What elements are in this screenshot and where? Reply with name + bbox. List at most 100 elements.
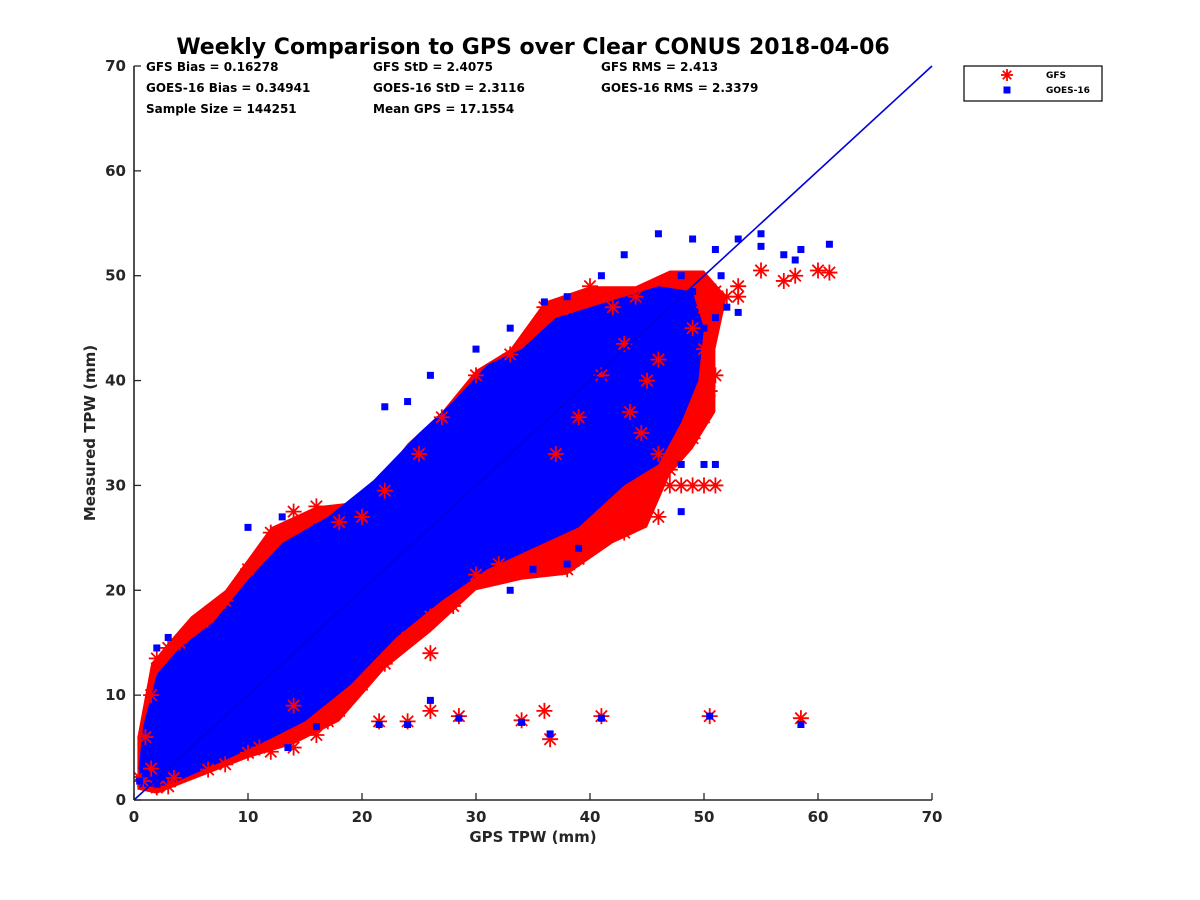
gfs-point-15 xyxy=(354,676,370,693)
goes16-point-90 xyxy=(706,712,714,720)
goes16-point-34 xyxy=(518,419,526,427)
gfs-point-31 xyxy=(639,493,655,510)
gfs-point-57 xyxy=(582,278,598,295)
gfs-point-40 xyxy=(696,409,712,426)
goes16-point-13 xyxy=(278,649,286,657)
gfs-point-75 xyxy=(148,650,165,667)
gfs-point-55 xyxy=(627,288,644,305)
gfs-point-25 xyxy=(570,550,587,567)
gfs-point-68 xyxy=(285,503,302,520)
goes16-point-28 xyxy=(449,487,457,495)
gfs-point-36 xyxy=(696,477,712,494)
gfs-point-59 xyxy=(536,299,553,316)
goes16-point-77 xyxy=(677,508,685,516)
gfs-point-39 xyxy=(684,430,701,447)
goes16-point-74 xyxy=(677,460,685,468)
goes16-point-69 xyxy=(717,272,725,280)
goes16-point-64 xyxy=(757,242,765,250)
gfs-point-91 xyxy=(633,425,650,441)
goes16-point-3 xyxy=(164,759,172,767)
gfs-point-50 xyxy=(753,262,769,279)
gfs-point-98 xyxy=(570,409,587,426)
gfs-point-65 xyxy=(354,508,370,525)
legend: GFS GOES-16 xyxy=(963,65,1103,102)
gfs-point-60 xyxy=(502,346,519,363)
goes16-point-68 xyxy=(825,240,833,248)
x-tick-label: 60 xyxy=(808,808,829,826)
legend-label-goes16: GOES-16 xyxy=(1046,86,1090,96)
gfs-point-79 xyxy=(285,697,302,714)
y-tick-label: 10 xyxy=(105,686,126,704)
goes16-point-75 xyxy=(700,460,708,468)
goes16-point-24 xyxy=(404,523,412,531)
goes16-point-98 xyxy=(284,744,292,752)
goes16-point-38 xyxy=(563,377,571,385)
gfs-point-90 xyxy=(621,404,638,421)
goes16-point-14 xyxy=(290,639,298,647)
gfs-point-13 xyxy=(319,713,336,730)
x-tick-label: 20 xyxy=(352,808,373,826)
goes16-point-48 xyxy=(677,272,685,280)
gfs-point-66 xyxy=(331,514,348,531)
goes16-point-7 xyxy=(210,717,218,725)
goes16-point-82 xyxy=(358,649,366,657)
gfs-point-94 xyxy=(639,372,655,389)
goes16-point-30 xyxy=(472,460,480,468)
goes16-point-85 xyxy=(426,696,434,704)
goes16-point-71 xyxy=(711,314,719,322)
goes16-point-18 xyxy=(335,581,343,589)
data-markers xyxy=(134,230,838,796)
gfs-point-32 xyxy=(650,508,667,525)
stat-gfs-std: GFS StD = 2.4075 xyxy=(373,60,493,74)
goes16-point-4 xyxy=(176,765,184,773)
goes16-point-49 xyxy=(689,287,697,295)
goes16-point-2 xyxy=(153,780,161,788)
y-tick-label: 20 xyxy=(105,581,126,599)
goes16-point-83 xyxy=(375,721,383,729)
one-to-one-line xyxy=(133,65,933,801)
goes16-point-20 xyxy=(358,565,366,573)
goes16-point-88 xyxy=(546,730,554,738)
goes16-point-1 xyxy=(141,770,149,778)
goes16-point-51 xyxy=(404,398,412,406)
goes16-point-55 xyxy=(540,298,548,306)
gfs-point-42 xyxy=(707,367,724,384)
goes16-point-95 xyxy=(153,644,161,652)
gfs-point-78 xyxy=(422,645,439,662)
goes16-point-91 xyxy=(797,721,805,729)
stat-gfs-bias: GFS Bias = 0.16278 xyxy=(146,60,278,74)
gfs-point-62 xyxy=(433,409,450,426)
goes16-point-80 xyxy=(563,560,571,568)
goes16-point-84 xyxy=(404,721,412,729)
gfs-point-77 xyxy=(137,729,154,746)
goes16-point-10 xyxy=(244,670,252,678)
gfs-point-29 xyxy=(616,524,633,541)
gfs-point-41 xyxy=(701,383,718,400)
gfs-point-53 xyxy=(810,262,826,279)
gfs-point-61 xyxy=(468,367,484,384)
goes16-point-0 xyxy=(136,777,144,785)
y-tick-label: 0 xyxy=(116,791,126,809)
goes16-point-94 xyxy=(312,523,320,531)
goes16-point-73 xyxy=(734,308,742,316)
gfs-point-52 xyxy=(787,267,804,284)
gfs-point-14 xyxy=(331,702,348,719)
gfs-point-19 xyxy=(445,598,462,615)
y-tick-label: 60 xyxy=(105,162,126,180)
legend-asterisk xyxy=(1001,69,1013,81)
goes16-point-89 xyxy=(597,714,605,722)
gfs-point-49 xyxy=(730,288,747,305)
gfs-point-69 xyxy=(262,524,279,541)
goes16-point-15 xyxy=(301,613,309,620)
goes16-point-43 xyxy=(620,356,628,364)
goes16-point-11 xyxy=(255,686,263,694)
goes16-point-63 xyxy=(757,230,765,238)
gfs-point-28 xyxy=(604,521,621,538)
gfs-point-71 xyxy=(217,592,234,609)
gfs-point-74 xyxy=(160,639,177,656)
goes16-point-87 xyxy=(518,718,526,726)
stat-mean-gps: Mean GPS = 17.1554 xyxy=(373,102,514,116)
goes16-point-47 xyxy=(666,314,674,322)
x-tick-label: 30 xyxy=(466,808,487,826)
